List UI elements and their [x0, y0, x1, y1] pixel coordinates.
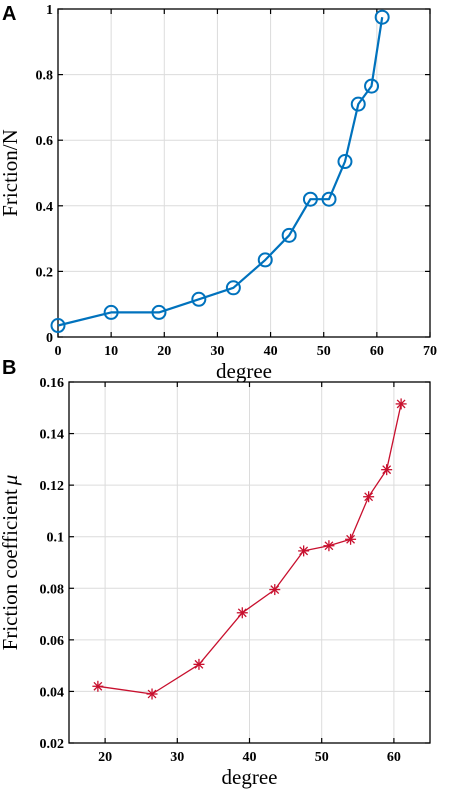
data-point	[323, 540, 335, 552]
data-point	[225, 280, 241, 296]
data-point	[193, 658, 205, 670]
y-tick-label: 0.04	[40, 685, 65, 700]
data-point	[269, 584, 281, 596]
data-point	[151, 304, 167, 320]
data-point	[298, 545, 310, 557]
y-tick-label: 0.2	[36, 265, 54, 280]
data-point	[302, 191, 318, 207]
y-axis-label: Friction coefficient μ	[0, 475, 22, 651]
data-point	[395, 398, 407, 410]
x-tick-label: 40	[264, 344, 278, 359]
x-tick-label: 50	[317, 344, 331, 359]
data-point	[236, 607, 248, 619]
y-axis-label-text: Friction coefficient	[0, 489, 22, 650]
chart-b: 20 30 40 50 60 0.02 0.04 0.06 0.08 0.1 0.12 0.14 0.1…	[0, 376, 431, 789]
x-tick-label: 0	[55, 344, 62, 359]
data-point	[191, 291, 207, 307]
x-axis-label: degree	[216, 359, 272, 383]
y-tick-label: 0.8	[36, 69, 54, 84]
data-point	[337, 154, 353, 170]
x-tick-label: 50	[315, 750, 329, 765]
data-point	[345, 533, 357, 545]
x-tick-label: 30	[170, 750, 184, 765]
data-point	[374, 9, 390, 25]
y-axis-label-symbol: μ	[0, 475, 22, 487]
y-tick-label: 0.4	[36, 200, 54, 215]
y-tick-label: 0.08	[40, 582, 65, 597]
y-tick-label: 1	[46, 3, 53, 18]
data-point	[257, 252, 273, 268]
data-point	[146, 688, 158, 700]
chart-a: 0 10 20 30 40 50 60 70 0 0.2 0.4 0.6 0.8 1 degree Frict…	[0, 3, 437, 383]
x-tick-label: 40	[243, 750, 257, 765]
x-tick-label: 70	[423, 344, 437, 359]
x-tick-label: 30	[210, 344, 224, 359]
y-tick-label: 0.14	[40, 428, 65, 443]
y-tick-label: 0.12	[40, 479, 65, 494]
x-tick-label: 60	[387, 750, 401, 765]
panel-label-b: B	[2, 357, 16, 379]
data-point	[363, 491, 375, 503]
y-axis-label: Friction/N	[0, 129, 22, 217]
data-point	[103, 304, 119, 320]
data-point	[381, 464, 393, 476]
x-axis-label: degree	[222, 765, 278, 789]
y-tick-label: 0.06	[40, 634, 65, 649]
x-tick-label: 60	[370, 344, 384, 359]
y-tick-label: 0.16	[40, 376, 65, 391]
y-tick-label: 0.6	[36, 134, 54, 149]
x-tick-label: 20	[98, 750, 112, 765]
data-point	[50, 318, 66, 334]
data-point	[364, 78, 380, 94]
data-point	[281, 227, 297, 243]
data-point	[92, 680, 104, 692]
plot-frame	[57, 8, 431, 338]
y-tick-label: 0.02	[40, 737, 65, 752]
x-tick-label: 10	[104, 344, 118, 359]
y-tick-label: 0	[46, 331, 53, 346]
series-line	[57, 17, 384, 327]
panel-label-a: A	[2, 3, 16, 25]
data-point	[350, 96, 366, 112]
data-point	[321, 191, 337, 207]
x-tick-label: 20	[157, 344, 171, 359]
y-axis-label-text: Friction/N	[0, 129, 22, 217]
y-tick-label: 0.1	[47, 531, 65, 546]
